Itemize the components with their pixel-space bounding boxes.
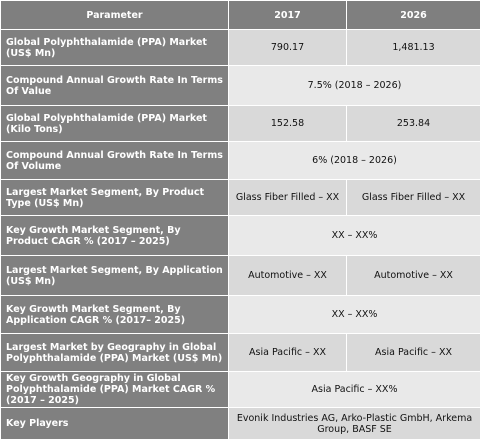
table-body: Global Polyphthalamide (PPA) Market (US$… [1,30,480,440]
value-cell: Asia Pacific – XX [229,334,347,372]
row-label: Key Growth Market Segment, By Product CA… [1,216,229,256]
row-label: Compound Annual Growth Rate In Terms Of … [1,66,229,106]
value-cell: XX – XX% [229,296,480,334]
value-cell: Glass Fiber Filled – XX [229,180,347,216]
table-row: Global Polyphthalamide (PPA) Market (Kil… [1,106,480,142]
row-label: Key Growth Market Segment, By Applicatio… [1,296,229,334]
row-label: Compound Annual Growth Rate In Terms Of … [1,142,229,180]
value-cell: 152.58 [229,106,347,142]
table-row: Largest Market Segment, By Application (… [1,256,480,296]
table-row: Key Growth Geography in Global Polyphtha… [1,372,480,408]
table-row: Key Growth Market Segment, By Applicatio… [1,296,480,334]
table-row: Global Polyphthalamide (PPA) Market (US$… [1,30,480,66]
header-cell: 2026 [347,1,480,30]
value-cell: 6% (2018 – 2026) [229,142,480,180]
row-label: Largest Market by Geography in Global Po… [1,334,229,372]
table-row: Largest Market by Geography in Global Po… [1,334,480,372]
row-label: Largest Market Segment, By Application (… [1,256,229,296]
table-row: Largest Market Segment, By Product Type … [1,180,480,216]
table-row: Compound Annual Growth Rate In Terms Of … [1,66,480,106]
value-cell: Asia Pacific – XX% [229,372,480,408]
table-row: Key Growth Market Segment, By Product CA… [1,216,480,256]
value-cell: Asia Pacific – XX [347,334,480,372]
row-label: Largest Market Segment, By Product Type … [1,180,229,216]
value-cell: 7.5% (2018 – 2026) [229,66,480,106]
value-cell: Automotive – XX [229,256,347,296]
row-label: Key Growth Geography in Global Polyphtha… [1,372,229,408]
table-row: Compound Annual Growth Rate In Terms Of … [1,142,480,180]
row-label: Global Polyphthalamide (PPA) Market (Kil… [1,106,229,142]
value-cell: 790.17 [229,30,347,66]
header-cell: Parameter [1,1,229,30]
value-cell: Glass Fiber Filled – XX [347,180,480,216]
header-cell: 2017 [229,1,347,30]
value-cell: Automotive – XX [347,256,480,296]
value-cell: 253.84 [347,106,480,142]
value-cell: XX – XX% [229,216,480,256]
value-cell: 1,481.13 [347,30,480,66]
row-label: Global Polyphthalamide (PPA) Market (US$… [1,30,229,66]
